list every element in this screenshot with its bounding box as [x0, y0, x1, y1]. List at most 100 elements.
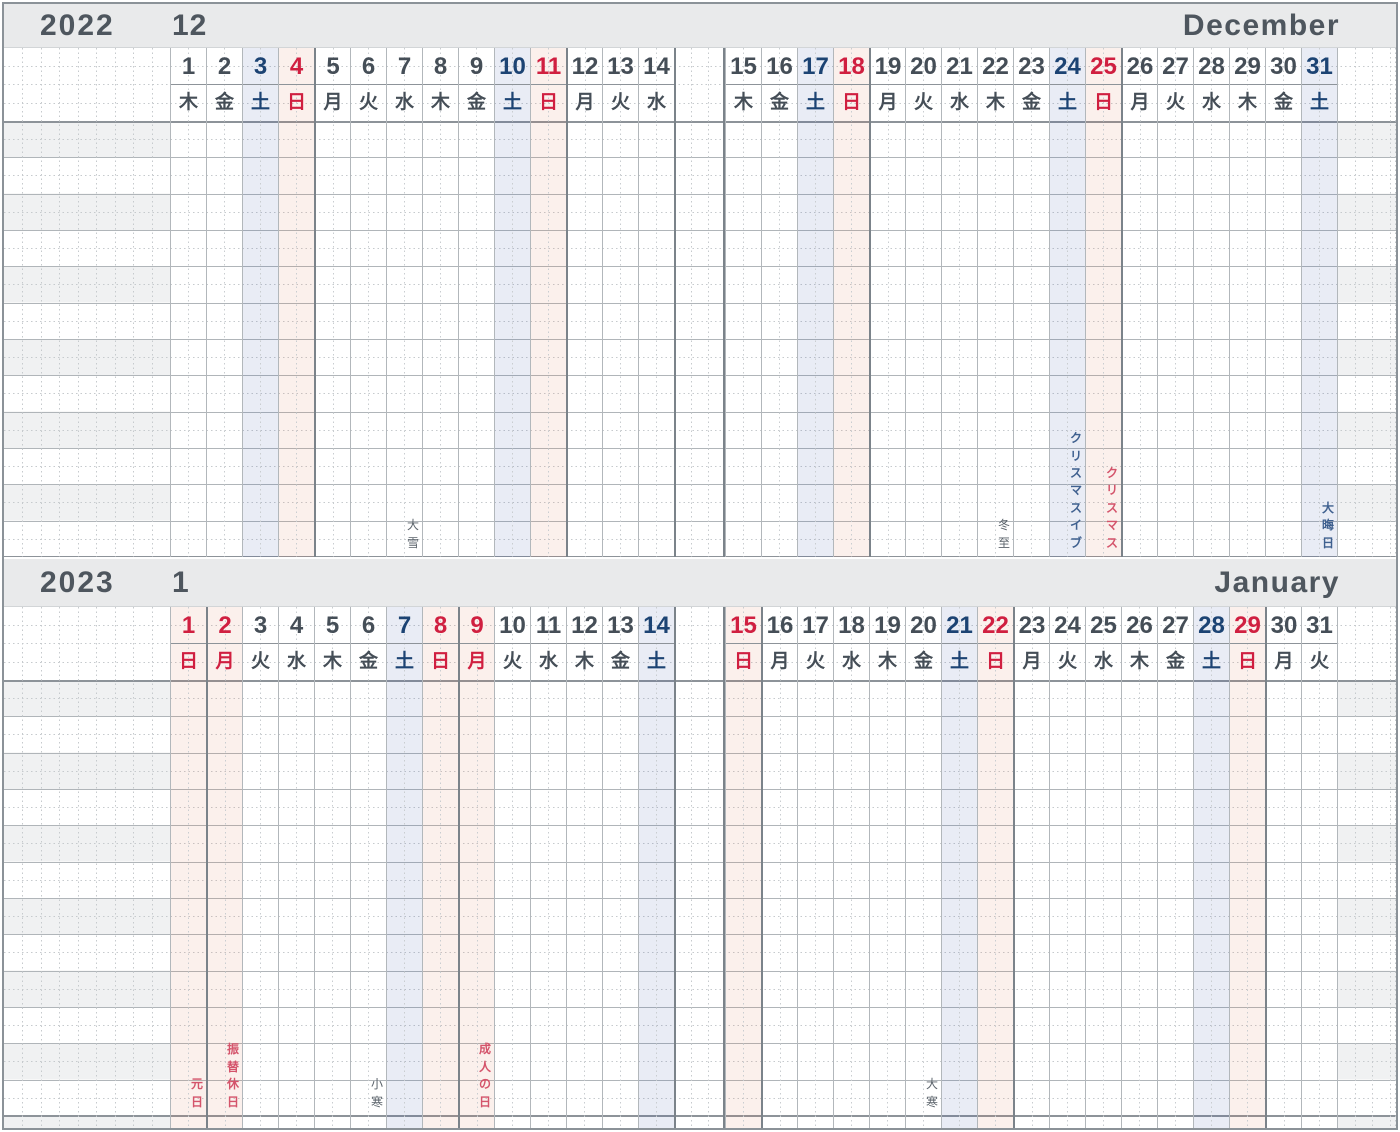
day-column-28: 28 土 [1193, 607, 1229, 1128]
section-divider [4, 557, 1396, 559]
column-center-dotted-line [1067, 607, 1068, 1128]
dotted-column-line [133, 607, 135, 1128]
dotted-column-line [1354, 48, 1356, 557]
day-column-30: 30 金 [1265, 48, 1301, 557]
month-number: 1 [172, 565, 190, 599]
day-kanji: 木 [430, 92, 450, 113]
day-number: 28 [1194, 48, 1229, 85]
dotted-grid-line [4, 770, 1396, 772]
day-number: 21 [942, 607, 977, 644]
column-center-dotted-line [404, 48, 405, 557]
day-number: 23 [1014, 48, 1049, 85]
day-kanji: 金 [1021, 92, 1041, 113]
dotted-column-line [22, 48, 24, 557]
dotted-column-line [114, 607, 116, 1128]
dotted-column-line [691, 48, 692, 557]
day-kanji: 日 [1093, 92, 1113, 113]
day-column-11: 11 日 [530, 48, 566, 557]
grid-row-line [4, 266, 1396, 268]
column-center-dotted-line [780, 607, 781, 1128]
day-column-26: 26 月 [1121, 48, 1157, 557]
day-kanji: 土 [805, 92, 825, 113]
column-center-dotted-line [959, 48, 960, 557]
month-grid: 1 日 2 月 3 火 4 水 5 木 6 金 7 土 8 日 9 月 10 火 11 水 12 木 13 金 14 土 15 日 16 月 1… [4, 607, 1396, 1128]
day-kanji: 水 [286, 651, 306, 672]
day-number: 20 [906, 48, 941, 85]
day-number: 2 [208, 607, 242, 644]
day-number: 23 [1015, 607, 1049, 644]
day-number: 9 [459, 48, 494, 85]
day-column-15: 15 木 [725, 48, 761, 557]
dotted-grid-line [4, 916, 1396, 918]
column-center-dotted-line [188, 48, 189, 557]
year-label: 2022 [40, 8, 115, 42]
column-center-dotted-line [333, 48, 334, 557]
day-column-12: 12 木 [566, 607, 602, 1128]
day-kanji: 月 [1130, 92, 1150, 113]
holiday-annotation: 大晦日 [1321, 500, 1334, 550]
day-kanji: 月 [467, 651, 487, 672]
column-center-dotted-line [440, 48, 441, 557]
column-center-dotted-line [1247, 48, 1248, 557]
column-center-dotted-line [260, 607, 261, 1128]
day-kanji: 金 [769, 92, 789, 113]
dotted-grid-line [4, 103, 1396, 104]
column-center-dotted-line [1067, 48, 1068, 557]
day-number: 5 [315, 607, 350, 644]
column-center-dotted-line [1211, 607, 1212, 1128]
dotted-grid-line [4, 84, 170, 85]
dotted-column-line [40, 607, 42, 1128]
day-number: 20 [906, 607, 941, 644]
column-center-dotted-line [779, 48, 780, 557]
column-center-dotted-line [1283, 48, 1284, 557]
dotted-grid-line [4, 393, 1396, 395]
day-kanji: 日 [178, 651, 198, 672]
day-number: 31 [1302, 607, 1337, 644]
grid-row-line [4, 229, 1396, 231]
month-name: December [1182, 8, 1340, 42]
dotted-column-line [1354, 607, 1356, 1128]
day-kanji: 火 [358, 92, 378, 113]
column-center-dotted-line [368, 607, 369, 1128]
day-kanji: 火 [502, 651, 522, 672]
column-center-dotted-line [1284, 607, 1285, 1128]
day-column-24: 24 土 [1049, 48, 1085, 557]
day-number: 26 [1122, 607, 1157, 644]
day-number: 25 [1086, 607, 1121, 644]
day-kanji: 日 [1237, 651, 1257, 672]
dotted-grid-line [4, 662, 1396, 663]
dotted-grid-line [4, 807, 1396, 809]
day-column-21: 21 水 [941, 48, 977, 557]
day-number: 27 [1158, 48, 1193, 85]
grid-row-line [4, 520, 1396, 522]
week-gap-block [674, 607, 725, 1128]
column-center-dotted-line [1319, 607, 1320, 1128]
day-kanji: 金 [1273, 92, 1293, 113]
day-column-14: 14 土 [638, 607, 674, 1128]
day-number: 18 [834, 48, 869, 85]
day-column-21: 21 土 [941, 607, 977, 1128]
dotted-grid-line [4, 175, 1396, 177]
column-center-dotted-line [995, 607, 996, 1128]
day-number: 4 [279, 48, 314, 85]
column-center-dotted-line [815, 607, 816, 1128]
dotted-grid-line [4, 502, 1396, 504]
day-column-23: 23 金 [1013, 48, 1049, 557]
column-center-dotted-line [888, 48, 889, 557]
day-kanji: 水 [646, 92, 666, 113]
dotted-grid-line [4, 66, 1396, 67]
day-number: 30 [1267, 607, 1301, 644]
day-number: 10 [495, 48, 530, 85]
day-column-29: 29 木 [1229, 48, 1265, 557]
day-number: 6 [351, 48, 386, 85]
dotted-grid-line [4, 320, 1396, 322]
column-center-dotted-line [440, 607, 441, 1128]
day-number: 15 [726, 48, 761, 85]
dotted-grid-line [1337, 643, 1396, 644]
day-column-16: 16 月 [761, 607, 797, 1128]
day-column-31: 31 土 [1301, 48, 1337, 557]
